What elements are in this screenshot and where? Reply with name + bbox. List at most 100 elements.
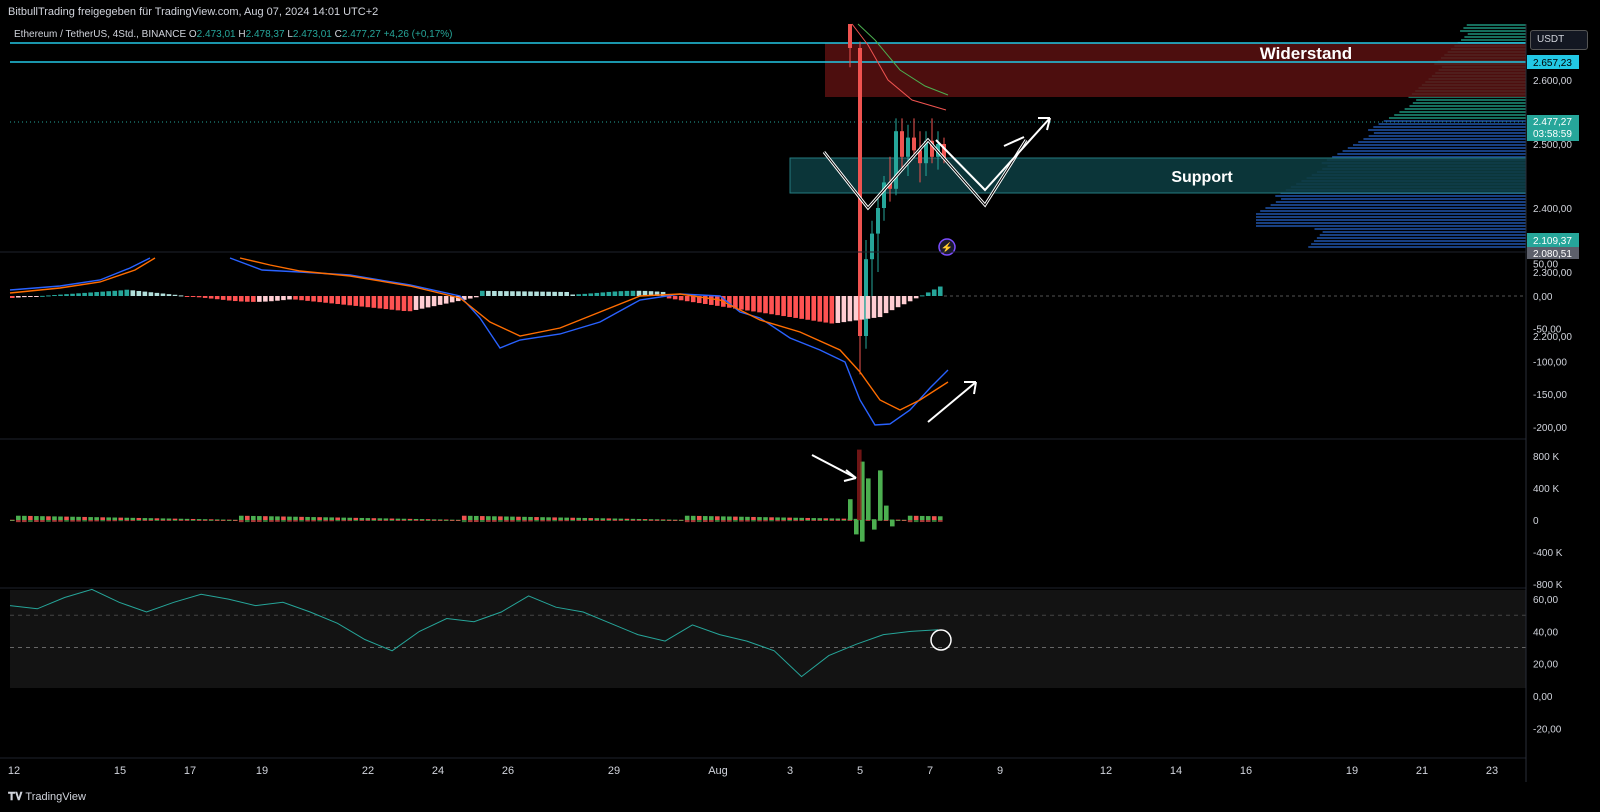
macd-histogram-bar <box>841 296 847 323</box>
macd-histogram-bar <box>811 296 817 321</box>
volume-bar-neg <box>799 520 804 522</box>
change-value: +4,26 (+0,17%) <box>383 29 453 40</box>
volume-bar <box>510 516 515 520</box>
candle-body <box>900 131 904 157</box>
macd-histogram-bar <box>413 296 419 310</box>
volume-bar-neg <box>696 520 702 523</box>
macd-histogram-bar <box>793 296 798 318</box>
macd-histogram-bar <box>642 290 648 296</box>
volume-bar-neg <box>10 520 15 521</box>
volume-profile-bar <box>1281 198 1526 200</box>
volume-bar <box>208 519 214 521</box>
volume-profile-bar <box>1358 141 1526 143</box>
price-tick: 2.200,00 <box>1533 332 1572 343</box>
volume-spike <box>884 505 889 520</box>
volume-bar <box>202 519 208 521</box>
volume-bar-neg <box>118 520 124 522</box>
volume-bar <box>347 517 353 520</box>
volume-profile-bar <box>1368 135 1526 137</box>
volume-bar <box>763 517 768 520</box>
macd-histogram-bar <box>455 296 461 302</box>
macd-histogram-bar <box>672 296 678 300</box>
volume-bar-neg <box>745 520 750 522</box>
volume-bar-neg <box>407 520 413 521</box>
macd-histogram-bar <box>58 294 63 296</box>
volume-bar-neg <box>594 520 600 521</box>
volume-bar <box>630 518 636 520</box>
ma-line-red <box>851 23 947 111</box>
macd-histogram-bar <box>678 296 684 301</box>
volume-bar-neg <box>865 520 871 521</box>
macd-histogram-bar <box>853 296 859 321</box>
volume-bar-neg <box>377 520 383 521</box>
open-label: O <box>188 29 197 40</box>
macd-histogram-bar <box>913 296 919 299</box>
macd-histogram-bar <box>443 296 449 304</box>
candle-body <box>848 24 852 48</box>
macd-histogram-bar <box>889 296 895 311</box>
volume-bar <box>829 518 835 520</box>
volume-bar <box>172 518 178 520</box>
x-tick: 29 <box>608 765 620 777</box>
volume-bar-neg <box>588 520 594 521</box>
macd-line <box>9 257 949 426</box>
volume-bar-neg <box>202 520 208 521</box>
price-tick: 2.400,00 <box>1533 204 1572 215</box>
macd-histogram-bar <box>787 296 792 317</box>
volume-bar-neg <box>100 520 105 522</box>
macd-histogram-bar <box>510 291 515 296</box>
volume-bar-neg <box>606 520 612 521</box>
volume-bar <box>16 515 21 520</box>
macd-histogram-bar <box>389 296 395 310</box>
volume-bar <box>799 517 804 520</box>
volume-bar <box>570 517 575 520</box>
volume-bar-neg <box>52 520 57 522</box>
rsi-highlight-circle <box>930 629 952 651</box>
x-tick: Aug <box>708 765 728 777</box>
tradingview-brand[interactable]: 𝐓𝐕 TradingView <box>8 791 86 804</box>
level-badge: 2.657,23 <box>1533 58 1572 69</box>
macd-histogram-bar <box>220 296 226 300</box>
macd-histogram-bar <box>576 294 582 296</box>
macd-histogram-bar <box>449 296 455 303</box>
rsi-background <box>10 590 1526 688</box>
volume-spike <box>866 478 871 520</box>
volume-bar <box>196 519 202 521</box>
volume-bar <box>257 516 262 520</box>
volume-bar <box>263 516 268 520</box>
volume-profile-bar <box>1461 39 1526 41</box>
x-tick: 23 <box>1486 765 1498 777</box>
macd-histogram-bar <box>160 293 166 296</box>
volume-profile-bar <box>1368 129 1526 131</box>
volume-bar-neg <box>455 520 461 521</box>
volume-bar-neg <box>383 520 389 521</box>
currency-button[interactable]: USDT <box>1530 30 1588 50</box>
high-label: H <box>238 29 246 40</box>
volume-bar <box>696 515 702 520</box>
volume-bar-neg <box>937 520 943 522</box>
volume-profile-bar <box>1319 234 1526 236</box>
volume-bar <box>606 518 612 520</box>
macd-histogram-bar <box>178 295 184 297</box>
volume-bar <box>486 516 491 520</box>
volume-profile-bar <box>1275 195 1526 197</box>
volume-bar-neg <box>510 520 515 522</box>
volume-bar <box>937 516 943 520</box>
volume-bar-neg <box>684 520 690 523</box>
macd-histogram-bar <box>82 292 87 296</box>
volume-bar-neg <box>154 520 160 521</box>
x-tick: 16 <box>1240 765 1252 777</box>
volume-spike <box>872 520 877 530</box>
volume-bar-neg <box>715 520 720 522</box>
volume-profile-bar <box>1256 219 1526 221</box>
volume-bar-neg <box>576 520 582 522</box>
candle-body <box>912 137 916 151</box>
symbol-legend[interactable]: Ethereum / TetherUS, 4Std., BINANCE O2.4… <box>14 29 453 40</box>
volume-tick: 400 K <box>1533 484 1559 495</box>
volume-bar-neg <box>112 520 118 522</box>
macd-histogram-bar <box>799 296 804 319</box>
volume-bar <box>907 515 913 520</box>
macd-histogram-bar <box>654 291 660 296</box>
x-tick: 5 <box>857 765 863 777</box>
